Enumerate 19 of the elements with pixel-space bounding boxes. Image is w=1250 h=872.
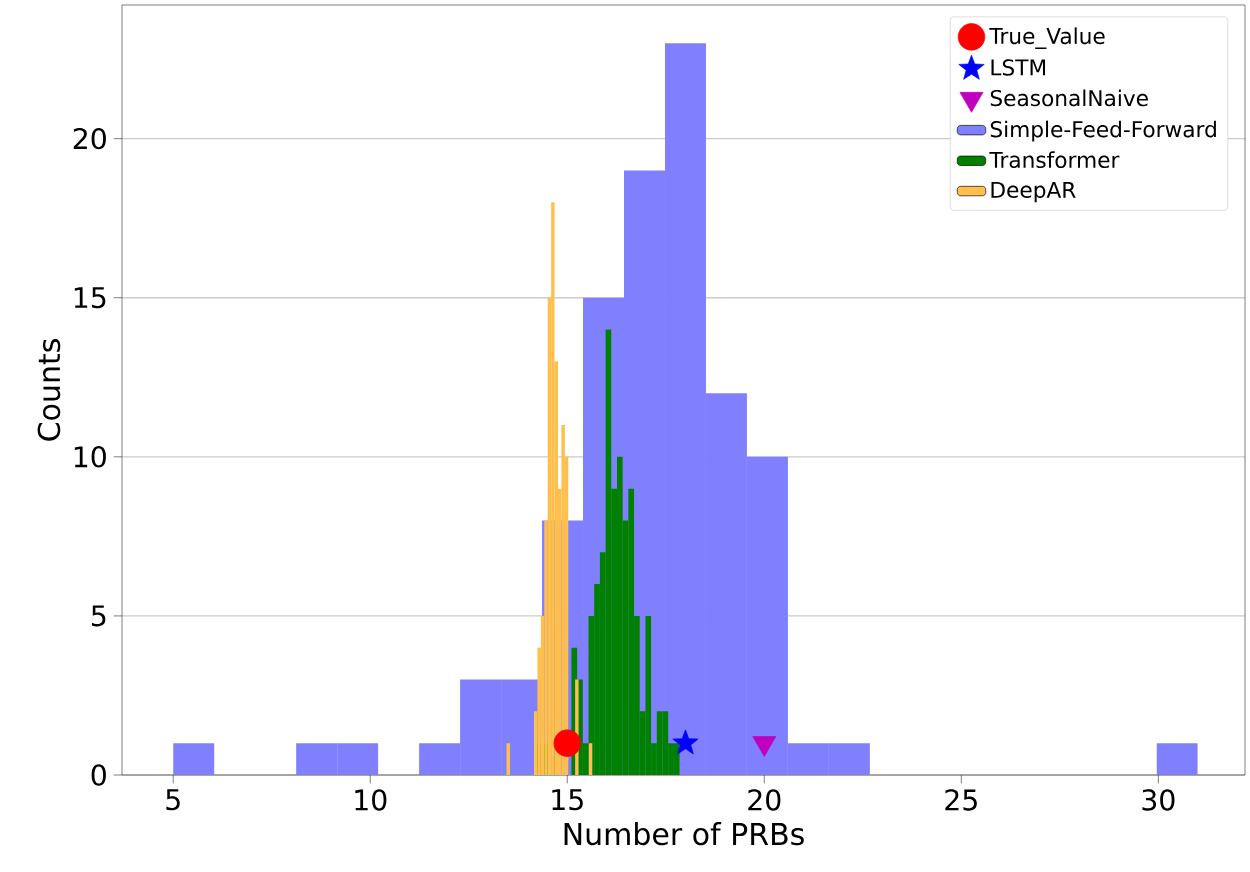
x-tick-label: 30 [1142,789,1175,811]
y-tick-label: 10 [74,446,106,468]
legend-label: True_Value [989,27,1105,49]
x-tick-label: 15 [552,789,583,811]
legend-label: DeepAR [991,181,1076,203]
y-tick-label: 5 [91,605,106,627]
x-axis-title: Number of PRBs [564,822,804,846]
x-tick-label: 5 [166,789,180,811]
x-tick-label: 10 [355,789,387,811]
legend-label: SeasonalNaive [990,89,1148,107]
legend-label: LSTM [991,59,1046,76]
legend-label: Transformer [989,151,1120,169]
y-tick-label: 20 [73,127,106,150]
y-tick-label: 0 [91,764,106,786]
x-tick-label: 25 [945,789,977,811]
x-tick-label: 20 [748,789,781,811]
y-tick-label: 15 [74,287,106,309]
y-axis-title: Counts [37,339,61,441]
legend-label: Simple-Feed-Forward [990,120,1216,142]
